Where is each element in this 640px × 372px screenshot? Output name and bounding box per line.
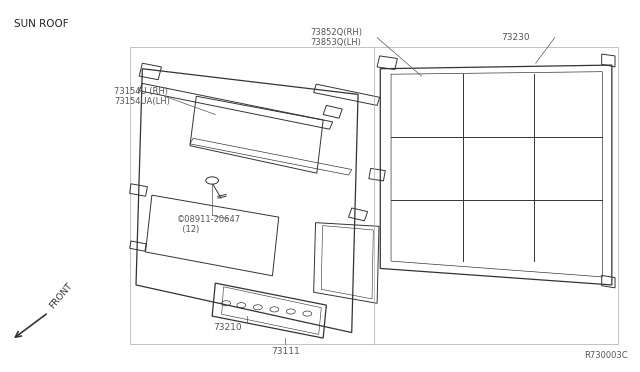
Text: 73852Q(RH)
73853Q(LH): 73852Q(RH) 73853Q(LH) bbox=[310, 28, 362, 47]
Text: ©08911-20647
  (12): ©08911-20647 (12) bbox=[177, 215, 241, 234]
Text: SUN ROOF: SUN ROOF bbox=[14, 19, 69, 29]
Text: 73210: 73210 bbox=[214, 323, 243, 333]
Text: FRONT: FRONT bbox=[48, 282, 74, 311]
Text: 73230: 73230 bbox=[501, 33, 529, 42]
Bar bbox=[130, 47, 618, 344]
Text: 73154U (RH)
73154UA(LH): 73154U (RH) 73154UA(LH) bbox=[114, 87, 170, 106]
Text: 73111: 73111 bbox=[271, 347, 300, 356]
Text: R730003C: R730003C bbox=[584, 351, 628, 360]
